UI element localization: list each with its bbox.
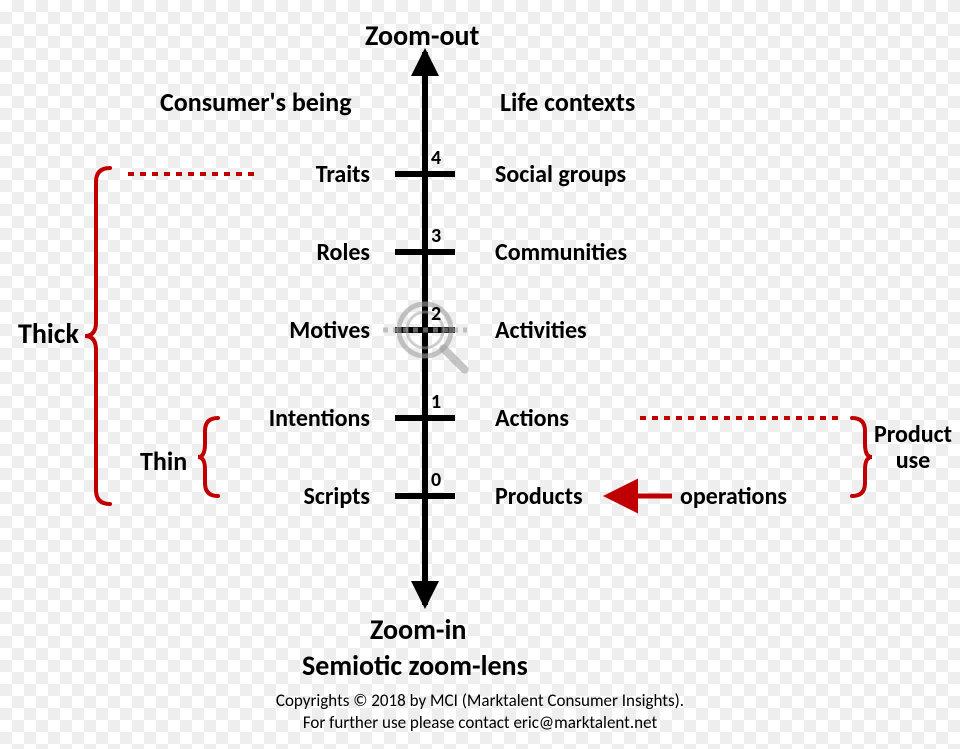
level-right-3: Communities [495,238,627,267]
footer-line2: For further use please contact eric@mark… [0,712,960,733]
level-left-0: Scripts [304,482,371,511]
level-num-2: 2 [431,302,441,326]
level-left-1: Intentions [269,404,370,433]
level-right-2: Activities [495,316,587,345]
level-left-2: Motives [289,316,370,345]
level-num-0: 0 [431,468,441,492]
level-num-1: 1 [431,390,441,414]
product-use-label: Product use [868,422,958,475]
diagram-svg [0,0,960,749]
level-num-3: 3 [431,224,441,248]
footer-line1: Copyrights © 2018 by MCI (Marktalent Con… [0,690,960,711]
level-right-4: Social groups [495,160,626,189]
operations-label: operations [680,482,787,511]
level-left-4: Traits [316,160,370,189]
axis-top-label: Zoom-out [365,18,479,53]
diagram-canvas: Zoom-out Zoom-in Semiotic zoom-lens Cons… [0,0,960,749]
thin-label: Thin [140,445,187,477]
product-use-line1: Product [874,420,952,449]
thick-label: Thick [18,316,79,351]
product-use-line2: use [896,446,931,475]
level-left-3: Roles [316,238,370,267]
header-left: Consumer's being [160,86,352,118]
level-num-4: 4 [431,146,441,170]
level-right-1: Actions [495,404,569,433]
axis-bottom-label: Zoom-in [370,612,466,647]
axis-subtitle: Semiotic zoom-lens [302,648,528,683]
header-right: Life contexts [500,86,635,118]
level-right-0: Products [495,482,583,511]
